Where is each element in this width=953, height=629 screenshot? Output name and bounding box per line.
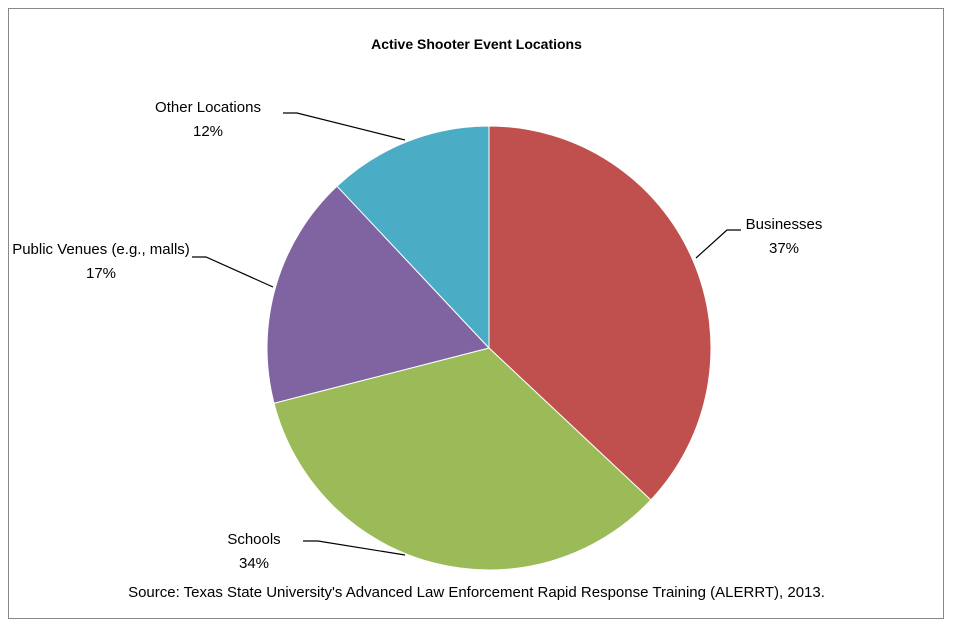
pie-slice [336, 125, 490, 350]
category-label: Other Locations [155, 99, 261, 116]
leader-line [192, 256, 274, 288]
value-label: 17% [85, 265, 117, 282]
leader-line [283, 112, 406, 141]
value-label: 34% [238, 555, 270, 572]
slice-label: Public Venues (e.g., malls) 17% [10, 238, 192, 286]
category-label: Schools [227, 531, 281, 548]
value-label: 37% [768, 240, 800, 257]
value-label: 12% [192, 123, 224, 140]
chart-frame [8, 8, 944, 619]
slice-label: Schools 34% [204, 528, 304, 576]
category-label: Businesses [745, 216, 823, 233]
leader-line [303, 540, 406, 556]
pie-slice [273, 347, 652, 571]
chart-title: Active Shooter Event Locations [371, 36, 582, 52]
category-label: Public Venues (e.g., malls) [12, 241, 190, 258]
pie-slice [488, 125, 712, 501]
slice-label: Businesses 37% [724, 213, 844, 261]
leader-line [695, 229, 741, 259]
slice-label: Other Locations 12% [133, 96, 283, 144]
pie-slice [266, 185, 490, 404]
source-note: Source: Texas State University's Advance… [128, 584, 825, 601]
